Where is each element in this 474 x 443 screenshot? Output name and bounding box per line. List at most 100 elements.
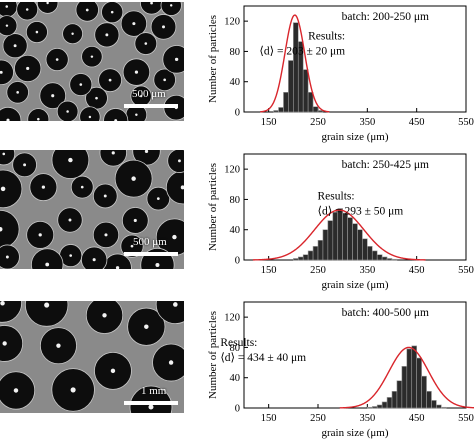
particle-highlight bbox=[71, 32, 74, 35]
histogram-bar bbox=[297, 256, 304, 261]
gaussian-fit-curve bbox=[260, 14, 330, 113]
results-title: Results: bbox=[318, 190, 355, 202]
histogram-svg: 150 250 350 450 550 0 40 80 120 grain size (μm) Nu… bbox=[207, 301, 474, 439]
plot-frame bbox=[243, 301, 467, 409]
histogram-bar bbox=[396, 380, 403, 409]
histogram-bar bbox=[317, 110, 324, 113]
gaussian-fit-curve bbox=[252, 209, 426, 261]
histogram-bar bbox=[381, 256, 388, 261]
x-tick-label: 250 bbox=[310, 265, 326, 276]
particle-highlight bbox=[102, 313, 107, 318]
scale-bar-label: 1 mm bbox=[141, 385, 167, 397]
particle bbox=[75, 2, 99, 22]
results-title: Results: bbox=[308, 30, 345, 42]
particle bbox=[167, 150, 184, 173]
x-tick-label: 450 bbox=[409, 265, 425, 276]
histogram-bar bbox=[332, 212, 339, 261]
particle-highlight bbox=[0, 186, 6, 192]
particle bbox=[16, 2, 39, 21]
particle-highlight bbox=[144, 324, 149, 329]
particle-highlight bbox=[180, 185, 184, 190]
histogram-bar bbox=[317, 240, 324, 261]
histogram-bar bbox=[347, 217, 353, 261]
scale-bar-label: 500 μm bbox=[132, 88, 166, 100]
particle-highlight bbox=[69, 254, 73, 257]
particle bbox=[36, 2, 59, 14]
particle bbox=[27, 108, 50, 121]
histogram-bar bbox=[386, 258, 393, 261]
results-value: ⟨d⟩ = 434 ± 40 μm bbox=[220, 352, 306, 364]
particle bbox=[31, 248, 64, 269]
histogram-bar bbox=[367, 406, 373, 409]
histogram-bar bbox=[436, 404, 442, 409]
histogram-bar bbox=[386, 397, 393, 409]
particle-highlight bbox=[178, 159, 181, 163]
particle-highlight bbox=[110, 368, 116, 374]
histogram-bar bbox=[441, 406, 447, 409]
batch-label: batch: 400-500 μm bbox=[342, 307, 429, 319]
histogram-bar bbox=[307, 250, 314, 261]
scale-bar-label: 500 μm bbox=[133, 236, 167, 248]
particle bbox=[155, 301, 184, 325]
micrograph-particles bbox=[0, 2, 184, 121]
gaussian-fit-curve bbox=[339, 346, 474, 409]
scale-bar bbox=[124, 104, 178, 108]
x-tick-label: 550 bbox=[458, 265, 474, 276]
particle-highlight bbox=[90, 55, 94, 58]
particle bbox=[0, 15, 18, 37]
particle-highlight bbox=[45, 262, 50, 267]
particle-highlight bbox=[51, 94, 55, 98]
particle-highlight bbox=[16, 91, 19, 94]
micrograph-particles bbox=[0, 301, 184, 413]
histogram-bar bbox=[401, 366, 408, 409]
scale-bar bbox=[124, 401, 178, 405]
y-tick-label: 80 bbox=[230, 195, 241, 206]
histogram-bar bbox=[327, 220, 334, 261]
particle-highlight bbox=[70, 387, 76, 393]
particle-highlight bbox=[103, 194, 107, 198]
particle-highlight bbox=[134, 70, 139, 74]
batch-label: batch: 200-250 μm bbox=[342, 11, 429, 23]
particle-highlight bbox=[169, 4, 173, 7]
particle-highlight bbox=[105, 33, 109, 37]
particle-highlight bbox=[85, 8, 89, 12]
particle bbox=[79, 106, 101, 121]
particle-highlight bbox=[13, 44, 17, 48]
x-axis-label: grain size (μm) bbox=[322, 279, 389, 291]
particle-highlight bbox=[2, 152, 6, 156]
particle-highlight bbox=[130, 244, 134, 248]
scale-bar bbox=[124, 252, 178, 256]
particle-highlight bbox=[173, 302, 178, 307]
y-tick-label: 40 bbox=[230, 225, 241, 236]
x-tick-label: 350 bbox=[359, 117, 375, 128]
particle bbox=[103, 108, 129, 121]
results-title: Results: bbox=[220, 337, 257, 349]
particle-highlight bbox=[46, 2, 49, 5]
particle bbox=[0, 301, 22, 323]
particle-highlight bbox=[55, 58, 59, 61]
histogram-bar bbox=[431, 400, 437, 409]
micrograph-3: 1 mm bbox=[0, 301, 184, 413]
histogram-bar bbox=[312, 106, 319, 113]
y-axis-label: Number of particles bbox=[207, 163, 219, 251]
particle-highlight bbox=[13, 388, 19, 393]
histogram-bar bbox=[367, 246, 373, 261]
particle-highlight bbox=[5, 24, 9, 27]
particle-highlight bbox=[25, 8, 29, 11]
histogram-bar bbox=[293, 22, 299, 113]
particle-highlight bbox=[111, 151, 115, 155]
batch-label: batch: 250-425 μm bbox=[342, 159, 429, 171]
particle-highlight bbox=[44, 302, 50, 308]
x-tick-label: 250 bbox=[310, 413, 326, 424]
histogram-bar bbox=[307, 92, 314, 113]
particle-highlight bbox=[144, 42, 148, 45]
particle-highlight bbox=[35, 30, 39, 34]
particle bbox=[0, 244, 20, 269]
histogram-bar bbox=[391, 258, 398, 261]
y-tick-label: 0 bbox=[235, 404, 240, 415]
particle-highlight bbox=[68, 218, 72, 222]
particle bbox=[80, 246, 108, 269]
particle-highlight bbox=[5, 255, 9, 259]
particle-highlight bbox=[108, 78, 112, 82]
histogram-bar bbox=[278, 107, 284, 113]
